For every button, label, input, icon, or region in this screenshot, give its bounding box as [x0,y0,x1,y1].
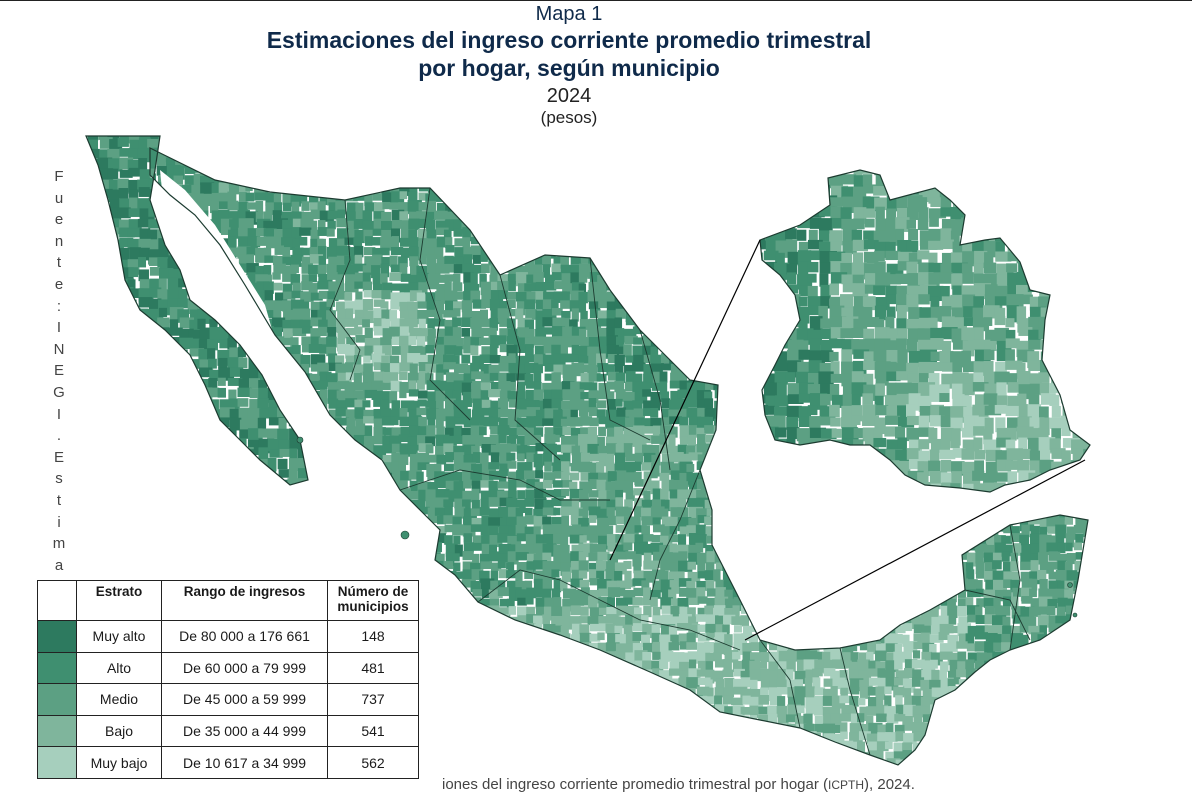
legend-stratum: Bajo [76,714,162,748]
map-year: 2024 [546,85,592,107]
legend-swatch [37,683,77,716]
map-title-line-2: por hogar, según municipio [418,55,720,81]
legend-count: 541 [327,714,419,748]
legend-swatch [37,651,77,685]
legend-count: 562 [327,746,419,779]
legend-stratum: Medio [76,683,162,716]
legend-table: Estrato Rango de ingresos Número de muni… [37,580,419,779]
title-block: Mapa 1 Estimaciones del ingreso corrient… [0,2,1138,128]
legend-header-swatch [37,580,77,621]
legend-row: Alto De 60 000 a 79 999 481 [37,651,419,685]
footer-source-acronym: ICPTH [828,778,865,792]
map-number: Mapa 1 [535,3,603,25]
legend-row: Muy alto De 80 000 a 176 661 148 [37,620,419,653]
legend-stratum: Muy alto [76,620,162,653]
footer-source-prefix: iones del ingreso corriente promedio tri… [442,776,829,793]
legend-swatch [37,714,77,748]
legend-range: De 10 617 a 34 999 [161,746,328,779]
map-title-line-1: Estimaciones del ingreso corriente prome… [266,27,872,53]
legend-count: 148 [327,620,419,653]
legend-range: De 80 000 a 176 661 [161,620,328,653]
legend-row: Medio De 45 000 a 59 999 737 [37,683,419,716]
footer-source-suffix: ), 2024. [864,776,915,793]
legend-header-range: Rango de ingresos [161,580,328,621]
legend-stratum: Alto [76,651,162,685]
top-rule [0,0,1192,1]
legend-range: De 45 000 a 59 999 [161,683,328,716]
legend-swatch [37,620,77,653]
legend-row: Muy bajo De 10 617 a 34 999 562 [37,746,419,779]
legend-range: De 35 000 a 44 999 [161,714,328,748]
map-unit: (pesos) [540,108,598,127]
legend-count: 737 [327,683,419,716]
legend-stratum: Muy bajo [76,746,162,779]
legend-header-stratum: Estrato [76,580,162,621]
legend-header-count: Número de municipios [327,580,419,621]
legend-count: 481 [327,651,419,685]
footer-source: iones del ingreso corriente promedio tri… [442,776,915,793]
legend-swatch [37,746,77,779]
legend-range: De 60 000 a 79 999 [161,651,328,685]
legend-row: Bajo De 35 000 a 44 999 541 [37,714,419,748]
